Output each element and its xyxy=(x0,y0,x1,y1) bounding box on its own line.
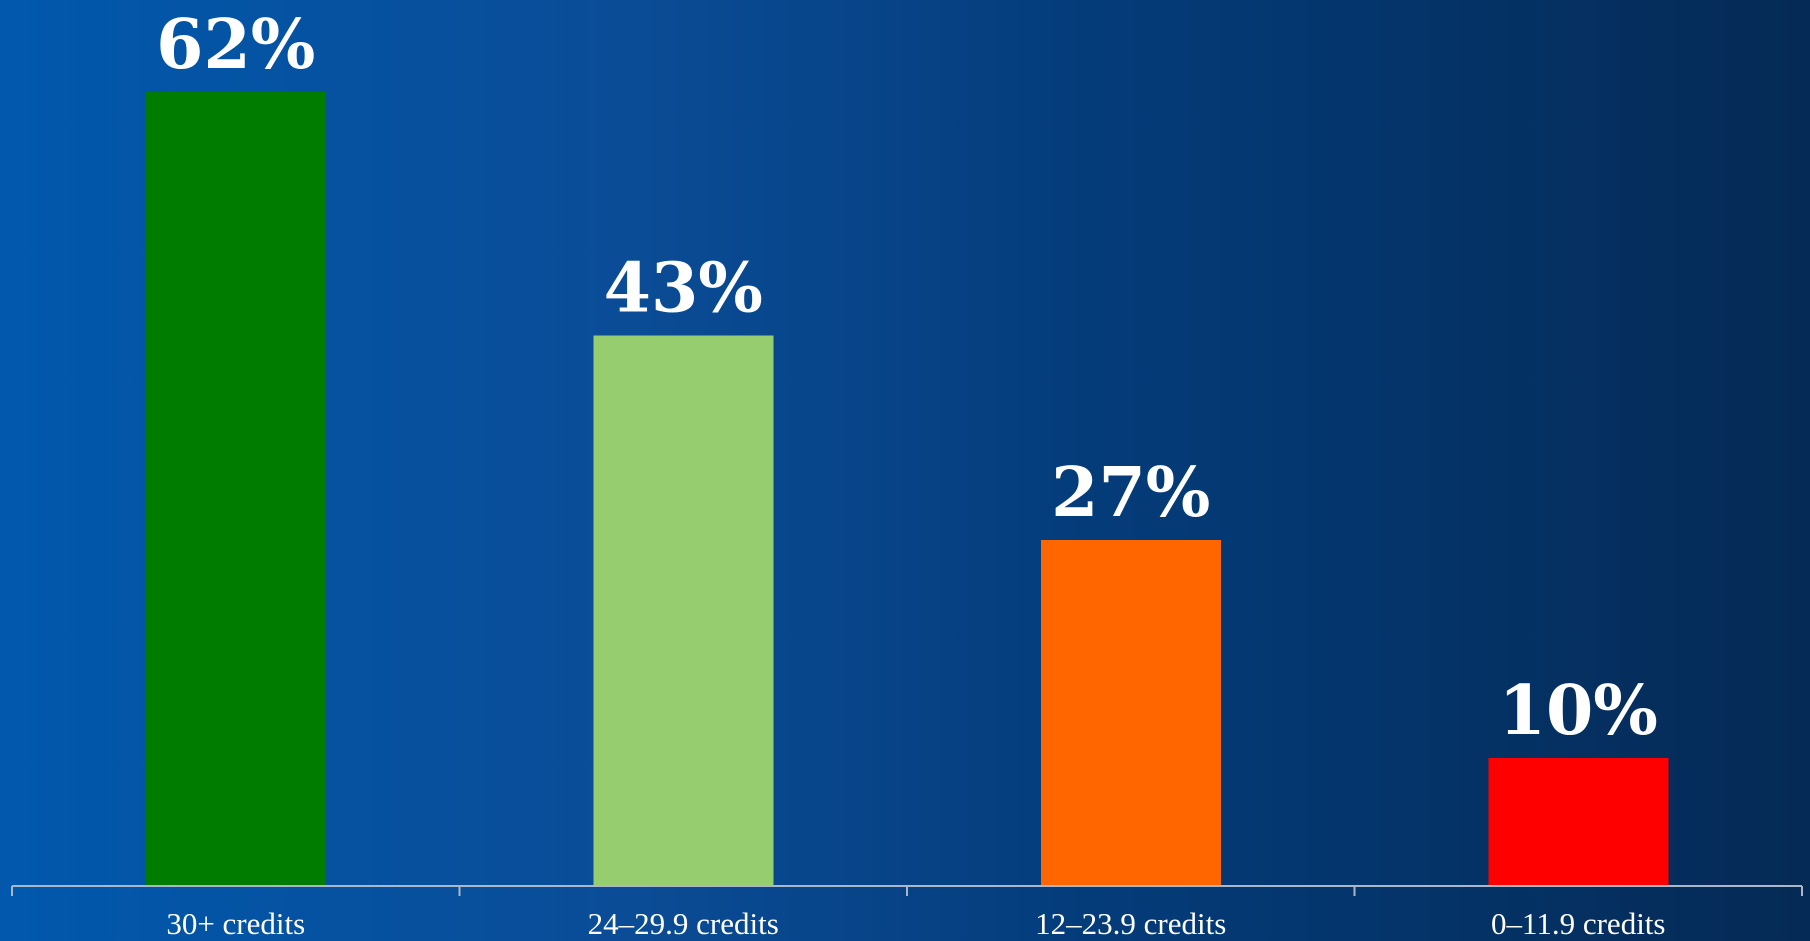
x-axis-ticks xyxy=(11,886,1803,896)
bar xyxy=(1040,540,1221,886)
x-axis-tick-labels: 30+ credits 24–29.9 credits 12–23.9 credit… xyxy=(166,906,1665,941)
value-labels-layer: 62% 43% 27% 10% xyxy=(156,5,1658,751)
bar-value-label: 43% xyxy=(604,248,763,328)
bar xyxy=(145,92,326,886)
bar xyxy=(593,335,774,886)
x-axis-tick-label: 30+ credits xyxy=(166,906,305,941)
bar-value-label: 10% xyxy=(1499,671,1658,751)
x-axis-tick-label: 24–29.9 credits xyxy=(588,906,779,941)
x-axis-tick-label: 12–23.9 credits xyxy=(1035,906,1226,941)
bar-value-label: 62% xyxy=(156,5,315,85)
bar xyxy=(1488,757,1669,886)
bars-layer xyxy=(145,92,1669,886)
x-axis-tick-label: 0–11.9 credits xyxy=(1491,906,1665,941)
bar-value-label: 27% xyxy=(1051,453,1210,533)
